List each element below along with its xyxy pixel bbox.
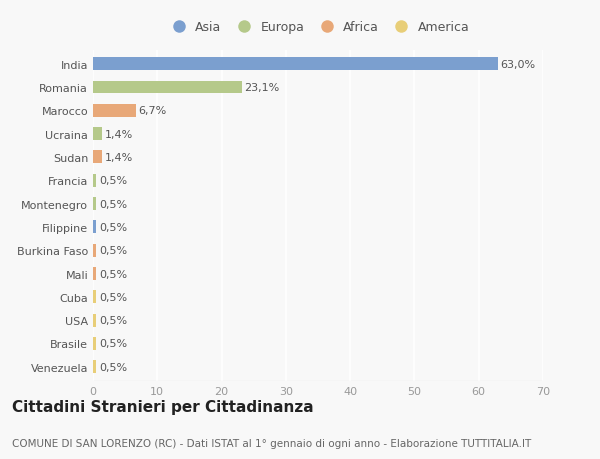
Bar — [93, 198, 96, 211]
Bar — [93, 337, 96, 350]
Text: 0,5%: 0,5% — [99, 176, 127, 186]
Text: 0,5%: 0,5% — [99, 246, 127, 256]
Text: 1,4%: 1,4% — [104, 152, 133, 162]
Bar — [93, 361, 96, 374]
Text: COMUNE DI SAN LORENZO (RC) - Dati ISTAT al 1° gennaio di ogni anno - Elaborazion: COMUNE DI SAN LORENZO (RC) - Dati ISTAT … — [12, 438, 531, 448]
Bar — [93, 291, 96, 303]
Legend: Asia, Europa, Africa, America: Asia, Europa, Africa, America — [167, 22, 469, 34]
Bar — [93, 314, 96, 327]
Bar — [93, 221, 96, 234]
Text: Cittadini Stranieri per Cittadinanza: Cittadini Stranieri per Cittadinanza — [12, 399, 314, 414]
Text: 0,5%: 0,5% — [99, 269, 127, 279]
Bar — [93, 151, 102, 164]
Text: 0,5%: 0,5% — [99, 199, 127, 209]
Text: 0,5%: 0,5% — [99, 315, 127, 325]
Bar — [93, 244, 96, 257]
Bar — [93, 105, 136, 118]
Text: 0,5%: 0,5% — [99, 362, 127, 372]
Bar — [93, 268, 96, 280]
Text: 0,5%: 0,5% — [99, 222, 127, 232]
Text: 1,4%: 1,4% — [104, 129, 133, 139]
Bar — [93, 128, 102, 140]
Text: 0,5%: 0,5% — [99, 339, 127, 349]
Bar — [93, 174, 96, 187]
Text: 0,5%: 0,5% — [99, 292, 127, 302]
Text: 63,0%: 63,0% — [500, 60, 536, 69]
Bar — [93, 58, 498, 71]
Bar — [93, 81, 241, 94]
Text: 23,1%: 23,1% — [244, 83, 280, 93]
Text: 6,7%: 6,7% — [139, 106, 167, 116]
